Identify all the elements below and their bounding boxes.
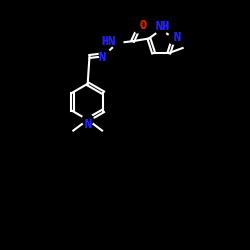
Text: NH: NH: [156, 20, 170, 33]
Text: N: N: [98, 51, 105, 64]
Text: N: N: [84, 118, 91, 131]
Text: NH: NH: [156, 20, 170, 33]
Circle shape: [168, 33, 179, 44]
Circle shape: [156, 24, 167, 35]
Circle shape: [99, 49, 110, 60]
Circle shape: [134, 22, 144, 33]
Circle shape: [112, 38, 123, 48]
Circle shape: [82, 114, 93, 125]
Text: N: N: [174, 31, 181, 44]
Text: O: O: [139, 19, 146, 32]
Text: N: N: [84, 118, 91, 131]
Text: N: N: [98, 51, 105, 64]
Text: HN: HN: [101, 35, 116, 48]
Text: O: O: [139, 19, 146, 32]
Text: N: N: [174, 31, 181, 44]
Text: HN: HN: [101, 35, 116, 48]
